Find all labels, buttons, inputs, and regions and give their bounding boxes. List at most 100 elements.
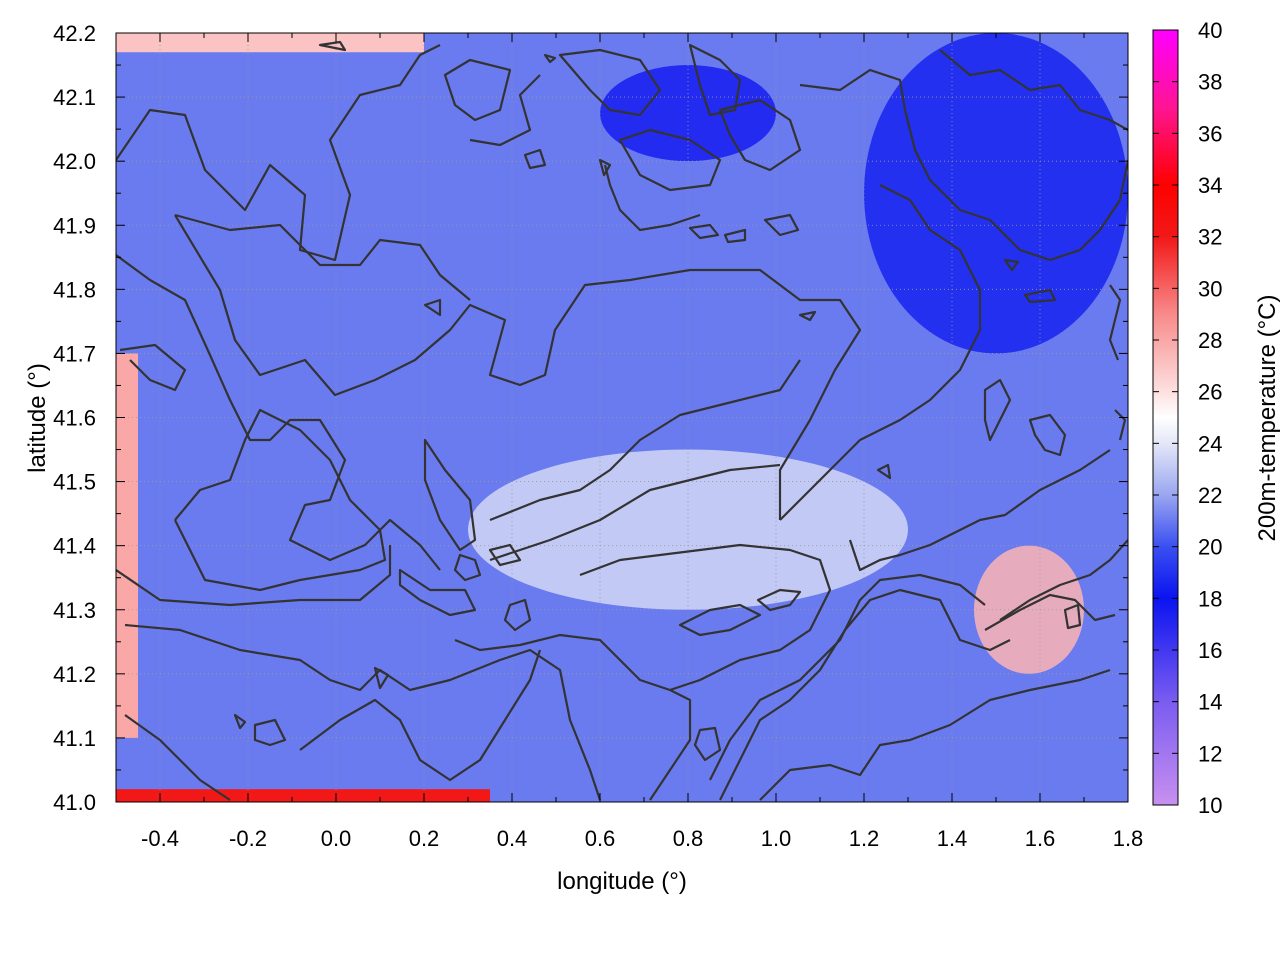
colorbar-tick-label: 18: [1198, 586, 1222, 611]
colorbar-tick-label: 14: [1198, 690, 1222, 715]
contour-line: [174, 408, 387, 592]
y-tick-label: 42.1: [53, 85, 96, 110]
x-tick-label: 1.8: [1113, 826, 1144, 851]
contour-line: [618, 128, 722, 192]
x-tick-label: 0.2: [409, 826, 440, 851]
contour-line: [1108, 284, 1122, 361]
contour-line: [1028, 413, 1067, 457]
plot-area: [116, 33, 1128, 802]
contour-line: [756, 588, 802, 612]
contour-line: [299, 649, 542, 782]
contour-line: [124, 714, 231, 801]
contour-line: [723, 228, 747, 244]
colorbar-ticks: 10 12 14 16 18 20 22 24 26 28 30 32 34 36 38 40: [1153, 18, 1222, 818]
contour-line: [119, 343, 187, 392]
contour-line: [174, 213, 471, 301]
contour-line: [469, 74, 541, 147]
colorbar-tick-label: 22: [1198, 483, 1222, 508]
y-tick-label: 41.1: [53, 726, 96, 751]
contour-line: [503, 598, 532, 632]
contour-line: [984, 593, 1116, 631]
y-tick-label: 42.0: [53, 149, 96, 174]
colorbar-tick-label: 12: [1198, 741, 1222, 766]
contour-line: [116, 545, 392, 607]
contour-line: [763, 213, 800, 237]
contour-line: [779, 184, 982, 521]
contour-line: [939, 49, 1128, 131]
contour-line: [253, 718, 287, 747]
contour-line: [759, 668, 1111, 801]
y-tick-label: 41.7: [53, 341, 96, 366]
colorbar: 10 12 14 16 18 20 22 24 26 28 30 32 34 36 38 40 200m-te…: [1152, 18, 1280, 818]
x-axis-ticks: -0.4 -0.2 0.0 0.2 0.4 0.6 0.8 1.0 1.2 1.4 1.6 1.8: [115, 33, 1144, 851]
temperature-region: [864, 33, 1128, 354]
y-tick-label: 41.5: [53, 470, 96, 495]
contour-line: [124, 623, 602, 801]
contour-line: [709, 573, 986, 781]
temperature-region: [116, 789, 490, 802]
contour-line: [848, 449, 1111, 572]
contour-line: [693, 726, 722, 762]
contour-line: [453, 553, 482, 582]
contour-line: [598, 158, 612, 177]
colorbar-scale: [1152, 29, 1179, 806]
y-tick-label: 41.2: [53, 662, 96, 687]
x-tick-label: 0.4: [497, 826, 528, 851]
contour-line: [798, 310, 817, 322]
contour-line: [443, 58, 512, 122]
colorbar-tick-label: 10: [1198, 793, 1222, 818]
x-tick-label: 1.6: [1025, 826, 1056, 851]
contour-line: [233, 713, 247, 730]
contour-line: [454, 633, 692, 801]
y-axis-title: latitude (°): [24, 363, 51, 473]
grid-lines: [116, 33, 1128, 802]
contour-line: [1023, 288, 1057, 304]
contour-line: [423, 298, 442, 317]
contour-line: [903, 109, 1128, 262]
colorbar-title: 200m-temperature (°C): [1254, 294, 1280, 541]
x-tick-label: 0.8: [673, 826, 704, 851]
y-tick-label: 41.0: [53, 790, 96, 815]
x-tick-label: 1.0: [761, 826, 792, 851]
x-tick-label: 0.6: [585, 826, 616, 851]
contour-line: [543, 53, 557, 64]
temperature-region: [116, 33, 424, 53]
contour-line: [876, 463, 892, 480]
contour-lines: [116, 40, 1128, 801]
contour-line: [373, 666, 390, 690]
contour-line: [579, 543, 832, 692]
x-tick-label: 0.0: [321, 826, 352, 851]
colorbar-tick-label: 28: [1198, 328, 1222, 353]
y-axis-ticks: 41.0 41.1 41.2 41.3 41.4 41.5 41.6 41.7 41.8 41.9…: [53, 21, 1128, 815]
contour-line: [174, 214, 862, 520]
contour-line: [523, 148, 547, 170]
contour-line: [718, 98, 802, 172]
contour-line: [489, 359, 801, 522]
y-tick-label: 41.9: [53, 213, 96, 238]
contour-line: [489, 463, 781, 562]
contour-line: [719, 588, 1011, 801]
colorbar-tick-label: 36: [1198, 121, 1222, 146]
x-tick-label: 1.4: [937, 826, 968, 851]
contour-line: [999, 539, 1128, 621]
contour-line: [558, 48, 662, 117]
colorbar-tick-label: 32: [1198, 225, 1222, 250]
colorbar-tick-label: 34: [1198, 173, 1222, 198]
colorbar-tick-label: 24: [1198, 431, 1222, 456]
temperature-regions: [116, 33, 1128, 802]
contour-line: [688, 223, 720, 240]
colorbar-tick-label: 40: [1198, 18, 1222, 43]
contour-line: [688, 43, 742, 117]
x-axis-title: longitude (°): [557, 868, 687, 895]
x-tick-label: 1.2: [849, 826, 880, 851]
colorbar-tick-label: 38: [1198, 70, 1222, 95]
contour-line: [1003, 258, 1020, 272]
contour-line: [603, 164, 701, 232]
contour-line: [116, 44, 441, 262]
x-tick-label: -0.4: [141, 826, 179, 851]
colorbar-tick-label: 16: [1198, 638, 1222, 663]
y-tick-label: 41.3: [53, 598, 96, 623]
contour-line: [398, 568, 477, 617]
contour-line: [678, 603, 762, 637]
